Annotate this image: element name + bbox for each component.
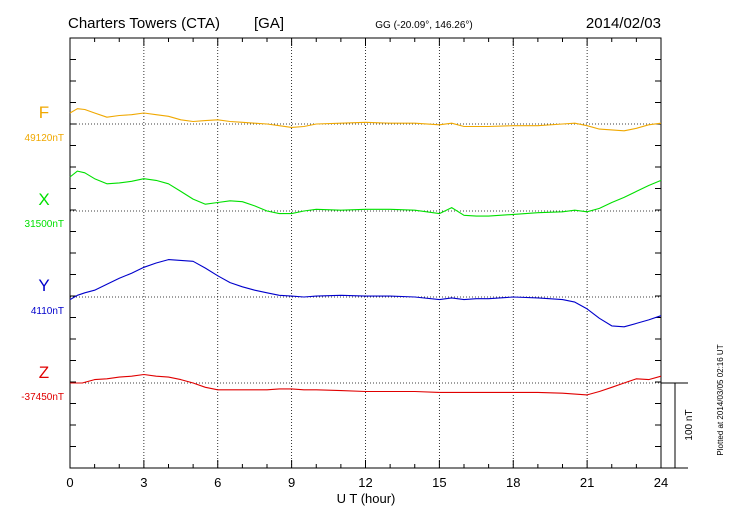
axis-ticks: 0 3 6 9 12 15 18 21 24	[66, 38, 668, 490]
scale-bar: 100 nT	[661, 382, 695, 469]
network-label: [GA]	[254, 15, 284, 32]
plot-frame	[69, 37, 662, 469]
baseline-value-X: 31500nT	[25, 219, 64, 230]
series-labels: F 49120nT X 31500nT Y 4110nT Z -37450nT	[21, 103, 64, 403]
series-lines	[69, 108, 662, 396]
series-line-F	[69, 108, 662, 132]
date-label: 2014/02/03	[586, 15, 661, 32]
x-tick-label-3: 3	[140, 475, 147, 490]
coordinates-label: GG (-20.09°, 146.26°)	[375, 20, 473, 31]
series-name-F: F	[39, 103, 49, 122]
series-line-X	[69, 170, 662, 217]
series-name-Y: Y	[38, 276, 49, 295]
series-line-Z	[70, 373, 662, 396]
x-tick-label-9: 9	[288, 475, 295, 490]
x-tick-label-6: 6	[214, 475, 221, 490]
x-tick-label-18: 18	[506, 475, 520, 490]
station-title: Charters Towers (CTA)	[68, 15, 220, 32]
series-name-X: X	[38, 190, 49, 209]
x-tick-label-12: 12	[358, 475, 372, 490]
x-tick-label-21: 21	[580, 475, 594, 490]
x-tick-label-15: 15	[432, 475, 446, 490]
baseline-value-Y: 4110nT	[31, 306, 64, 317]
x-axis-label: U T (hour)	[337, 491, 396, 506]
series-line-Y	[69, 259, 662, 328]
baseline-value-F: 49120nT	[25, 133, 64, 144]
plotted-timestamp: Plotted at 2014/03/05 02:16 UT	[716, 344, 725, 455]
scale-bar-label: 100 nT	[684, 409, 695, 440]
baseline-value-Z: -37450nT	[21, 392, 64, 403]
x-tick-label-0: 0	[66, 475, 73, 490]
x-tick-label-24: 24	[654, 475, 668, 490]
grid	[70, 38, 661, 468]
series-name-Z: Z	[39, 363, 49, 382]
